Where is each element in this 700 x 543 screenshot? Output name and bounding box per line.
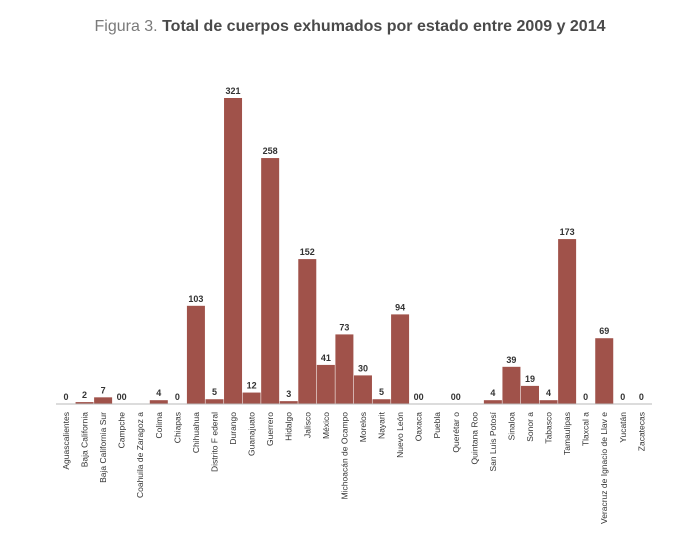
x-tick-label: Veracruz de Ignacio de Llav e	[599, 412, 609, 524]
bar-value-label: 152	[300, 247, 315, 257]
x-tick-label: Guerrero	[265, 412, 275, 446]
bar	[595, 338, 614, 404]
bar	[391, 314, 410, 404]
x-tick-label: Sinaloa	[506, 412, 516, 441]
x-tick-label: San Luis Potosí	[488, 411, 498, 471]
chart-title: Figura 3. Total de cuerpos exhumados por…	[0, 18, 700, 36]
bar-value-label: 30	[358, 363, 368, 373]
x-tick-label: Nayarit	[377, 411, 387, 439]
x-tick-label: Baja California	[80, 412, 90, 468]
x-tick-label: Jalisco	[302, 412, 312, 438]
x-tick-label: Tamaulipas	[562, 412, 572, 455]
bar-value-label: 103	[188, 294, 203, 304]
bar-value-label: 7	[101, 385, 106, 395]
bars-group	[75, 98, 614, 404]
x-tick-label: Campche	[117, 412, 127, 449]
x-tick-label: Puebla	[432, 412, 442, 439]
bar	[502, 366, 521, 404]
x-tick-label: Durango	[228, 412, 238, 445]
x-tick-label: Morelos	[358, 412, 368, 442]
x-tick-label: Quintana Roo	[469, 412, 479, 465]
bar	[316, 364, 335, 404]
x-tick-label: Aguascalientes	[61, 412, 71, 470]
x-tick-label: Tabasco	[544, 412, 554, 444]
x-tick-label: Tlaxcal a	[581, 412, 591, 446]
bar-value-label: 0	[583, 392, 588, 402]
x-tick-label: México	[321, 412, 331, 439]
bar-value-label: 321	[226, 86, 241, 96]
bar-value-label: 258	[263, 146, 278, 156]
bar-value-label: 73	[339, 322, 349, 332]
bar-value-label: 4	[490, 388, 495, 398]
bar-value-label: 0	[639, 392, 644, 402]
bar-value-label: 39	[506, 355, 516, 365]
x-tick-label: Nuevo León	[395, 412, 405, 458]
bar-value-label: 0	[620, 392, 625, 402]
bar	[539, 400, 558, 404]
category-labels-group: Aguascalientes Baja California Baja Califo…	[61, 411, 646, 524]
bar-value-label: 19	[525, 374, 535, 384]
bar	[205, 399, 224, 404]
bar-value-label: 4	[156, 388, 161, 398]
bar-value-label: 69	[599, 326, 609, 336]
bar	[94, 397, 113, 404]
x-tick-label: Querétar o	[451, 412, 461, 453]
bar-value-label: 3	[286, 389, 291, 399]
bar-value-label: 0	[175, 392, 180, 402]
bar-value-label: 2	[82, 390, 87, 400]
bar	[558, 239, 577, 404]
bar-value-label: 00	[117, 392, 127, 402]
bar-value-label: 5	[379, 387, 384, 397]
bar-value-label: 12	[247, 381, 257, 391]
x-tick-label: Sonor a	[525, 412, 535, 442]
x-tick-label: Chiapas	[172, 412, 182, 443]
x-tick-label: Distrito F ederal	[209, 412, 219, 472]
bar	[149, 400, 168, 404]
x-tick-label: Baja California Sur	[98, 412, 108, 483]
x-tick-label: Oaxaca	[414, 412, 424, 442]
bar-value-label: 00	[451, 392, 461, 402]
bar	[75, 402, 94, 404]
x-tick-label: Guanajuato	[247, 412, 257, 456]
bar	[279, 401, 298, 404]
x-tick-label: Michoacán de Ocampo	[339, 412, 349, 500]
bar	[335, 334, 354, 404]
bar-value-label: 0	[63, 392, 68, 402]
chart-title-prefix: Figura 3.	[94, 18, 158, 35]
x-tick-label: Zacatecas	[636, 412, 646, 451]
bar	[186, 305, 205, 404]
x-tick-label: Colima	[154, 412, 164, 439]
bar-value-label: 94	[395, 302, 405, 312]
bar	[298, 259, 317, 404]
bar	[521, 385, 539, 404]
bar	[224, 98, 243, 404]
bar-value-label: 5	[212, 387, 217, 397]
bar-value-label: 41	[321, 353, 331, 363]
bar	[353, 375, 372, 404]
x-tick-label: Chihuahua	[191, 412, 201, 453]
bar-value-label: 00	[414, 392, 424, 402]
bar	[242, 392, 261, 404]
bar	[261, 158, 280, 404]
x-tick-label: Yucatán	[618, 412, 628, 443]
bar-value-label: 4	[546, 388, 551, 398]
x-tick-label: Hidalgo	[284, 412, 294, 441]
bar	[483, 400, 502, 404]
bar	[372, 399, 391, 404]
x-tick-label: Coahuila de Zaragoz a	[135, 412, 145, 498]
bar-value-label: 173	[560, 227, 575, 237]
chart-title-main: Total de cuerpos exhumados por estado en…	[162, 18, 606, 35]
